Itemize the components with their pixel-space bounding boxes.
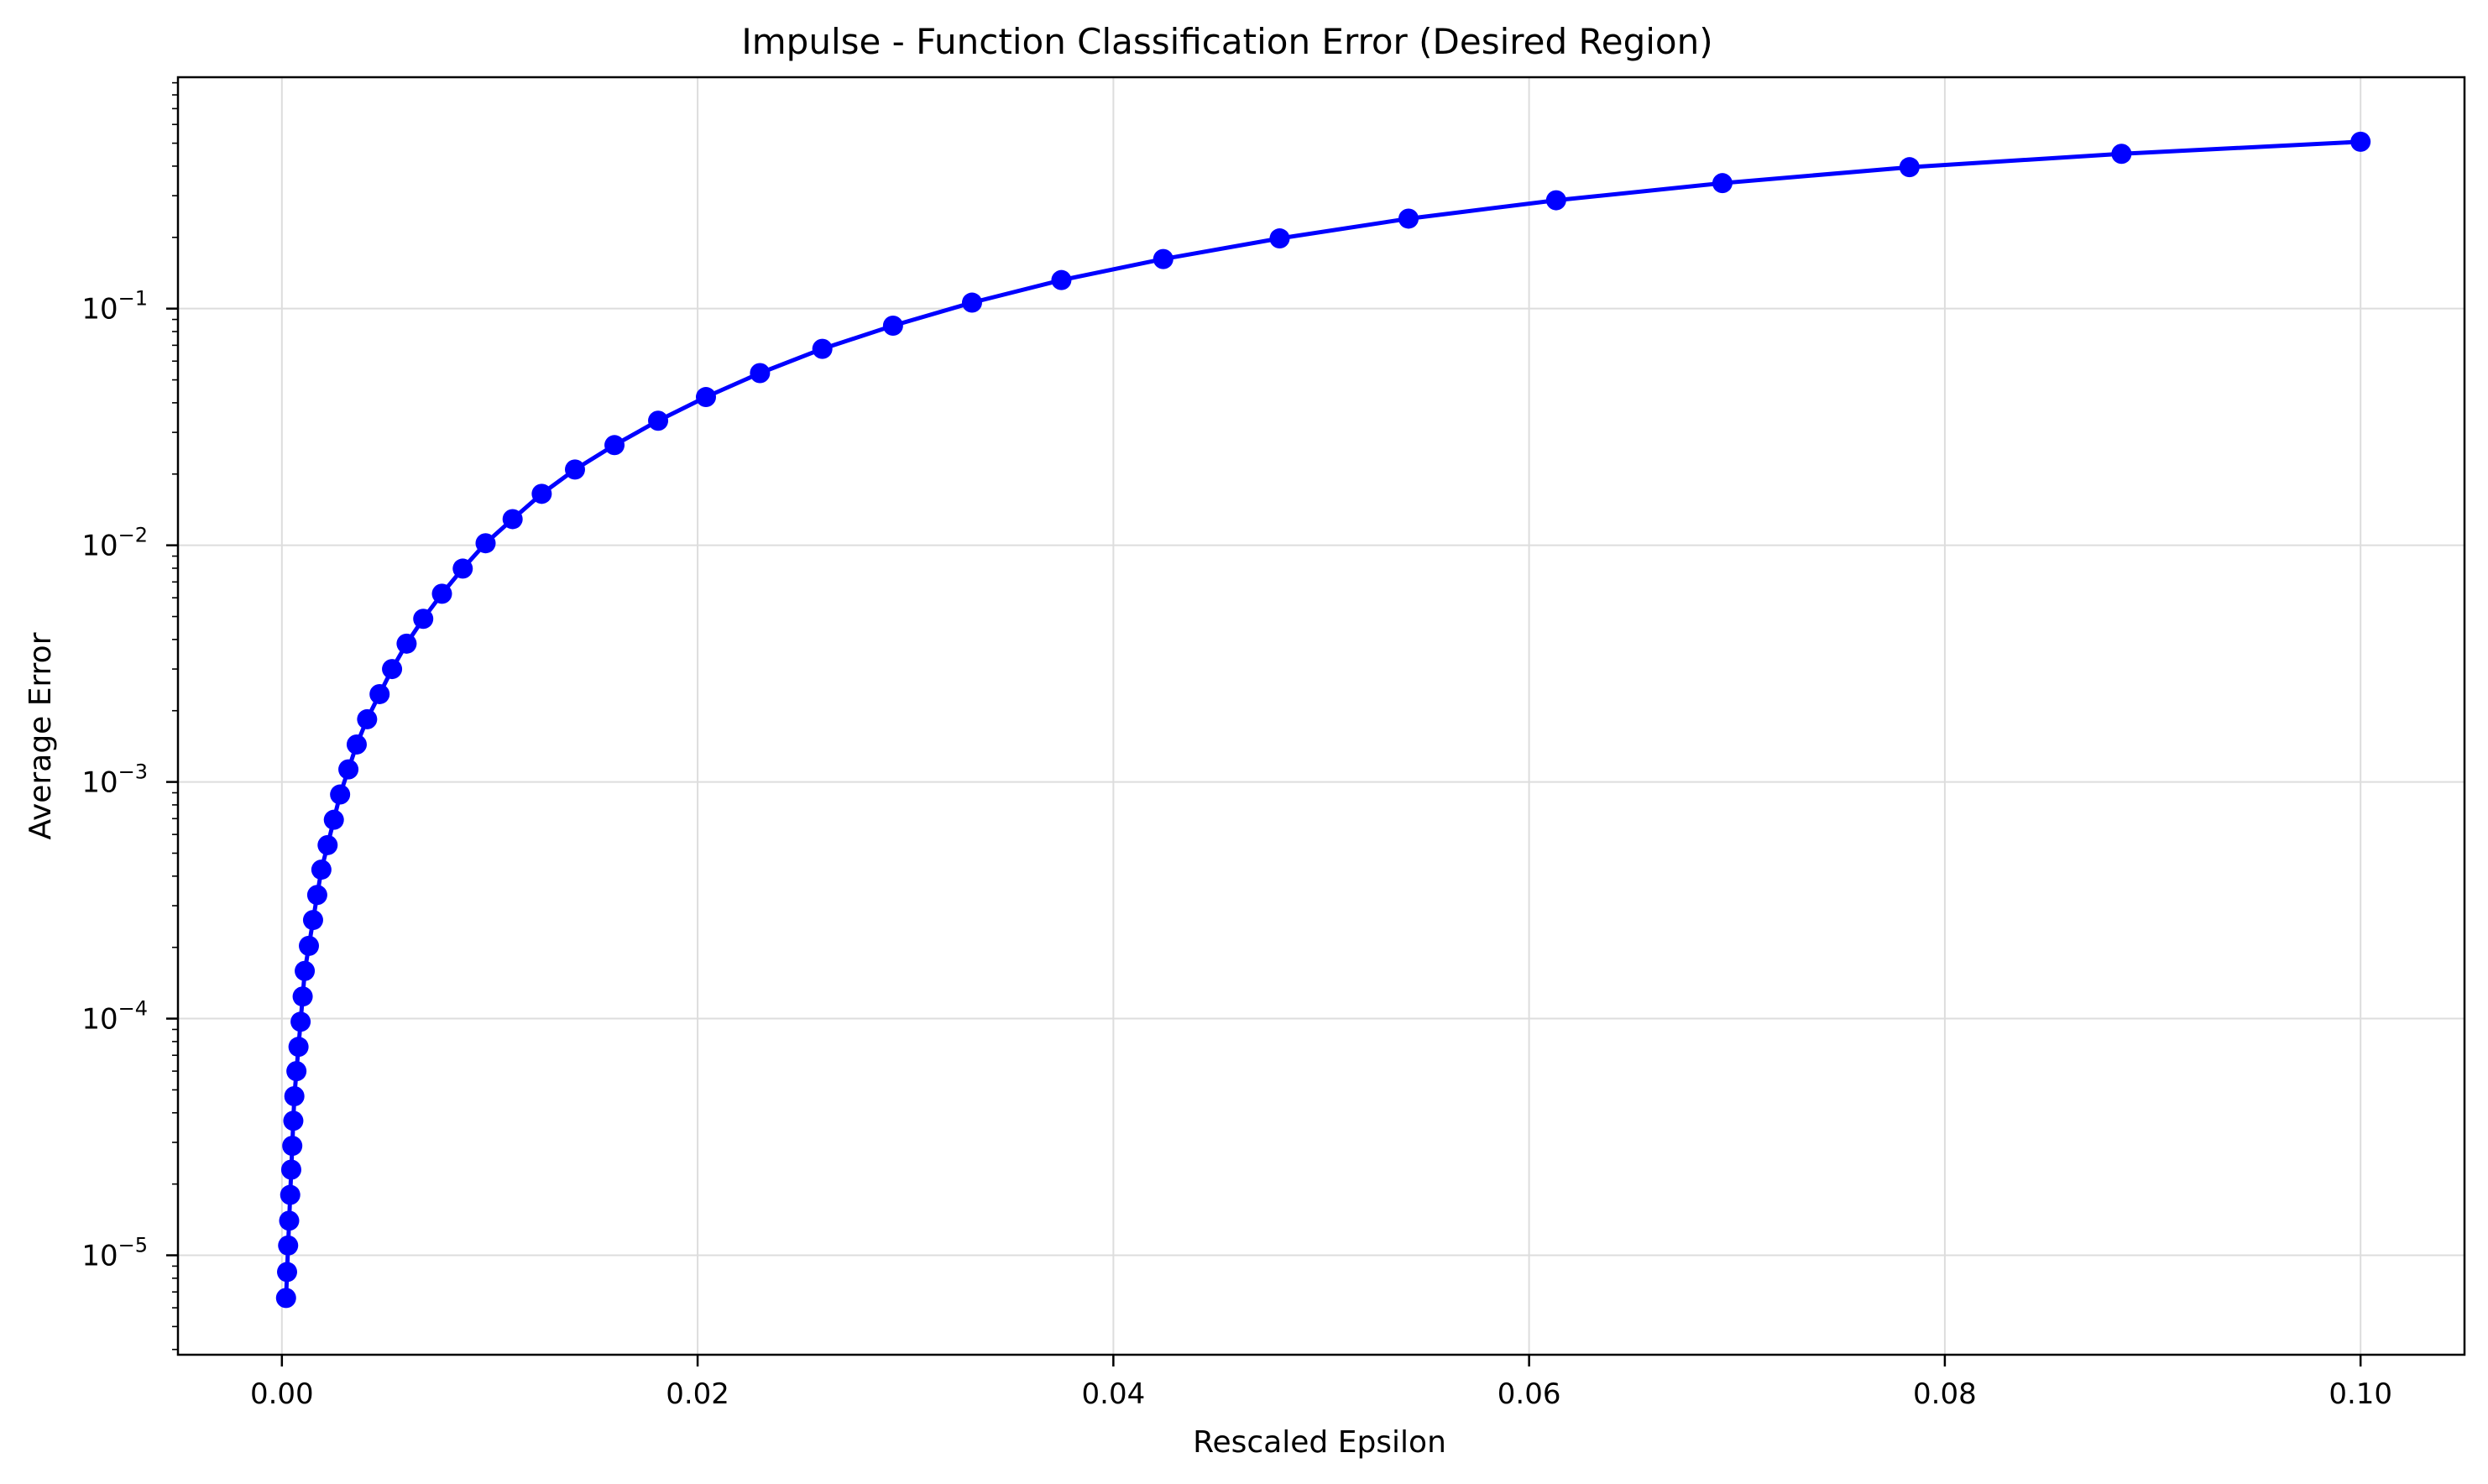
data-point	[306, 885, 327, 906]
plot-frame	[176, 76, 2466, 1356]
data-point	[323, 809, 344, 830]
data-point	[357, 708, 378, 729]
data-point	[382, 659, 403, 680]
data-point	[330, 784, 351, 805]
data-point	[295, 960, 316, 981]
data-point	[2111, 144, 2132, 165]
data-point	[604, 435, 625, 456]
x-axis-label: Rescaled Epsilon	[1193, 1425, 1446, 1460]
data-point	[564, 459, 585, 480]
y-tick-label: 10−2	[81, 524, 148, 563]
chart-title: Impulse - Function Classification Error …	[741, 21, 1712, 62]
data-point	[502, 509, 523, 530]
tick-layer: 0.00 0.02 0.04 0.06 0.08 0.10 10−5 10−4 10−3 10−2…	[81, 81, 2392, 1411]
data-point	[648, 410, 669, 431]
data-point	[1398, 208, 1419, 229]
data-point	[317, 834, 338, 855]
grid-layer	[178, 77, 2464, 1355]
data-point	[338, 759, 359, 780]
y-tick-label: 10−3	[81, 760, 148, 800]
data-point	[452, 558, 473, 579]
data-point	[299, 935, 320, 956]
y-tick-label: 10−1	[81, 287, 148, 327]
data-point	[475, 533, 496, 554]
data-point	[280, 1184, 301, 1205]
data-point	[284, 1086, 305, 1107]
data-point	[961, 292, 982, 313]
data-point	[1051, 269, 1072, 290]
y-axis-label: Average Error	[24, 632, 58, 839]
data-point	[1269, 228, 1290, 249]
data-point	[286, 1061, 307, 1082]
data-point	[283, 1110, 304, 1131]
x-tick-label: 0.06	[1498, 1377, 1561, 1411]
data-point	[431, 583, 452, 604]
data-point	[413, 609, 434, 630]
data-point	[278, 1235, 299, 1256]
y-tick-label: 10−5	[81, 1234, 148, 1273]
data-point	[288, 1037, 309, 1058]
x-tick-label: 0.02	[666, 1377, 729, 1411]
data-point	[369, 683, 390, 704]
data-point	[396, 633, 417, 654]
y-tick-label: 10−4	[81, 997, 148, 1037]
data-point	[275, 1288, 296, 1309]
data-point	[1899, 157, 1920, 178]
data-point	[290, 1011, 311, 1032]
data-point	[292, 986, 313, 1007]
data-point	[1545, 190, 1566, 211]
data-point	[695, 387, 716, 408]
x-tick-label: 0.04	[1082, 1377, 1146, 1411]
data-point	[1153, 248, 1173, 269]
data-point	[311, 860, 332, 880]
data-point	[2350, 131, 2371, 152]
data-point	[302, 910, 323, 931]
data-point	[812, 338, 833, 359]
data-point	[1712, 173, 1733, 194]
data-point	[750, 363, 771, 384]
x-tick-label: 0.00	[250, 1377, 314, 1411]
data-point	[346, 734, 367, 755]
series-layer	[275, 131, 2371, 1309]
data-point	[279, 1210, 300, 1231]
data-point	[531, 483, 552, 504]
x-tick-label: 0.08	[1913, 1377, 1977, 1411]
data-point	[882, 316, 903, 337]
data-point	[280, 1159, 301, 1180]
data-point	[282, 1136, 303, 1157]
x-tick-label: 0.10	[2329, 1377, 2392, 1411]
data-point	[277, 1262, 298, 1283]
